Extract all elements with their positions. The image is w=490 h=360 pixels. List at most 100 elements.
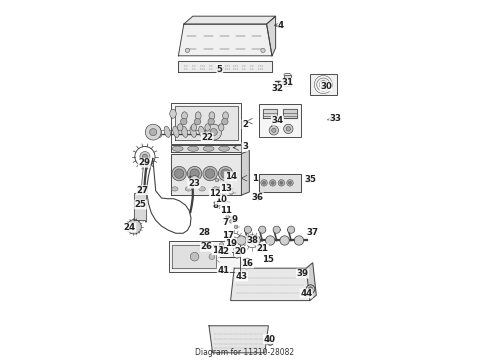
Circle shape: [261, 48, 265, 53]
Polygon shape: [171, 145, 242, 152]
Circle shape: [280, 236, 289, 245]
Polygon shape: [171, 154, 242, 195]
Text: 36: 36: [251, 193, 264, 202]
Text: 1: 1: [252, 174, 258, 183]
Circle shape: [219, 193, 222, 197]
Circle shape: [226, 215, 229, 219]
Circle shape: [226, 184, 229, 187]
Polygon shape: [175, 106, 238, 140]
Text: 44: 44: [300, 289, 312, 298]
Circle shape: [242, 258, 252, 269]
Circle shape: [205, 169, 215, 178]
Bar: [259, 104, 301, 137]
Text: 13: 13: [220, 184, 232, 193]
Circle shape: [245, 226, 251, 233]
Polygon shape: [231, 268, 310, 301]
Ellipse shape: [177, 124, 183, 131]
Text: 37: 37: [306, 228, 318, 237]
Polygon shape: [242, 150, 249, 195]
Polygon shape: [178, 61, 272, 72]
Text: 7: 7: [222, 218, 228, 227]
Circle shape: [234, 247, 238, 251]
Circle shape: [221, 210, 225, 213]
Circle shape: [271, 181, 274, 184]
Circle shape: [127, 220, 141, 234]
Polygon shape: [267, 16, 275, 56]
Circle shape: [234, 225, 238, 229]
Circle shape: [229, 220, 233, 223]
Ellipse shape: [172, 146, 183, 151]
Circle shape: [294, 236, 304, 245]
Ellipse shape: [170, 109, 176, 118]
Polygon shape: [306, 263, 316, 301]
Ellipse shape: [182, 112, 187, 120]
Ellipse shape: [226, 187, 233, 191]
Ellipse shape: [172, 126, 179, 138]
Ellipse shape: [164, 126, 171, 138]
Ellipse shape: [191, 124, 196, 131]
Text: 28: 28: [198, 228, 211, 237]
Text: 38: 38: [246, 236, 258, 245]
Circle shape: [190, 252, 199, 261]
Text: 18: 18: [212, 246, 224, 255]
Ellipse shape: [181, 126, 188, 138]
Circle shape: [245, 261, 249, 266]
Circle shape: [261, 180, 268, 186]
Circle shape: [229, 191, 233, 194]
Circle shape: [210, 129, 217, 136]
Circle shape: [194, 118, 201, 125]
Text: 30: 30: [320, 82, 332, 91]
Circle shape: [231, 237, 238, 244]
Bar: [170, 241, 240, 272]
Circle shape: [202, 242, 209, 249]
Circle shape: [221, 169, 230, 178]
Circle shape: [149, 129, 157, 136]
Circle shape: [225, 235, 230, 239]
Ellipse shape: [196, 112, 201, 120]
Circle shape: [190, 176, 199, 186]
Circle shape: [308, 287, 313, 291]
Text: 4: 4: [278, 21, 284, 30]
Circle shape: [289, 181, 292, 184]
Text: 23: 23: [188, 179, 200, 188]
Text: 9: 9: [232, 215, 238, 224]
Text: 15: 15: [263, 256, 274, 264]
Circle shape: [261, 246, 264, 249]
Text: 33: 33: [329, 113, 341, 122]
Circle shape: [208, 118, 215, 125]
Ellipse shape: [188, 146, 198, 151]
Text: 40: 40: [264, 335, 275, 343]
Ellipse shape: [198, 126, 205, 138]
Circle shape: [220, 185, 223, 189]
Text: 29: 29: [138, 158, 150, 167]
Ellipse shape: [209, 112, 215, 120]
Circle shape: [174, 169, 184, 178]
Circle shape: [266, 236, 275, 245]
Circle shape: [271, 128, 276, 132]
Text: 19: 19: [225, 238, 237, 248]
Circle shape: [259, 226, 266, 233]
Circle shape: [287, 180, 293, 186]
Circle shape: [187, 166, 202, 181]
Circle shape: [206, 124, 221, 140]
Polygon shape: [209, 326, 269, 353]
Ellipse shape: [190, 126, 196, 138]
Polygon shape: [172, 245, 216, 268]
Text: 20: 20: [234, 248, 246, 256]
Polygon shape: [284, 75, 291, 86]
Ellipse shape: [199, 187, 205, 191]
Polygon shape: [283, 109, 297, 118]
Text: 31: 31: [281, 78, 293, 87]
Circle shape: [298, 269, 305, 276]
Polygon shape: [134, 193, 147, 220]
Text: 26: 26: [200, 242, 213, 251]
Text: 3: 3: [242, 143, 248, 152]
Text: 34: 34: [271, 116, 283, 125]
Text: 2: 2: [242, 120, 248, 129]
Text: 32: 32: [271, 84, 283, 93]
Circle shape: [306, 285, 315, 293]
Text: 39: 39: [296, 269, 309, 278]
Circle shape: [229, 241, 233, 245]
Circle shape: [140, 152, 150, 162]
Circle shape: [251, 236, 261, 245]
